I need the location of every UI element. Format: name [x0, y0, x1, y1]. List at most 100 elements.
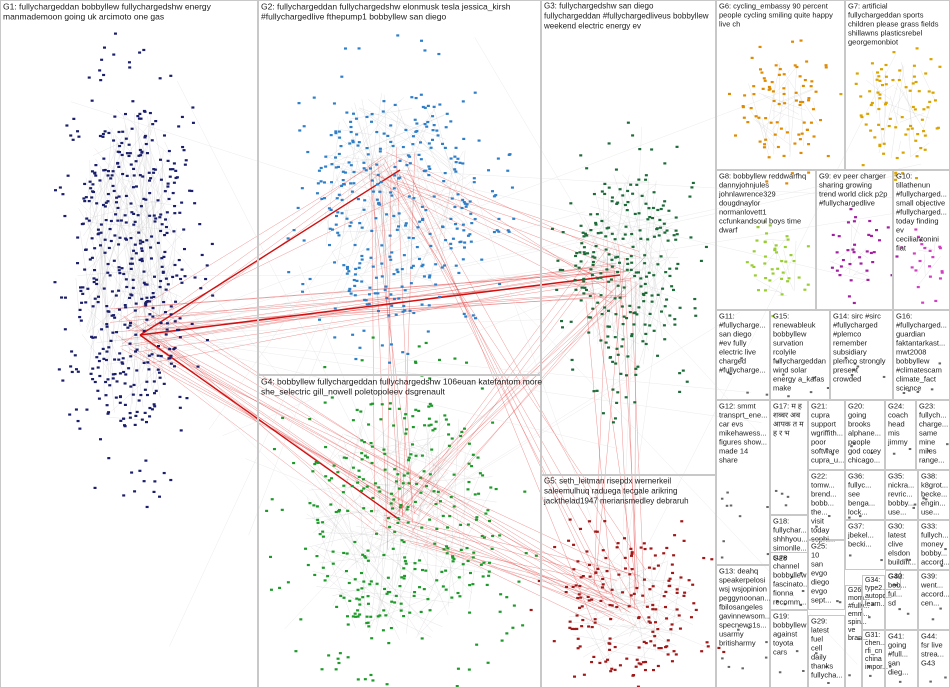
node [647, 620, 651, 623]
node [618, 664, 622, 667]
node [433, 427, 437, 430]
node [123, 425, 127, 428]
node [356, 609, 360, 612]
node [605, 268, 609, 271]
node [355, 408, 359, 412]
edge [590, 272, 638, 594]
node [621, 338, 625, 341]
node [379, 180, 383, 184]
node [481, 474, 485, 477]
group-label: G28 [773, 554, 787, 563]
edge [343, 433, 413, 464]
node [272, 447, 276, 451]
node [434, 502, 438, 506]
node [107, 411, 111, 414]
node [550, 227, 554, 230]
node [877, 75, 881, 78]
group-label: G43 [921, 659, 935, 668]
edge [137, 335, 157, 341]
node [365, 456, 369, 459]
edge [923, 253, 926, 276]
node [886, 226, 890, 229]
node [161, 271, 165, 274]
node [780, 293, 784, 296]
node [84, 301, 88, 304]
node [690, 186, 694, 189]
node [783, 603, 787, 606]
node [286, 581, 290, 584]
node [658, 218, 662, 222]
group-label: toyota [773, 639, 794, 648]
node [782, 87, 786, 90]
node [339, 144, 343, 148]
node [763, 220, 767, 223]
node [381, 629, 385, 632]
node [625, 209, 629, 212]
edge [351, 145, 394, 269]
node [360, 226, 364, 229]
edge [586, 624, 654, 648]
node [397, 407, 401, 410]
node [150, 353, 154, 356]
node [743, 94, 747, 97]
edge [117, 335, 382, 537]
edge [845, 248, 867, 271]
group-label: make [773, 384, 791, 393]
edge [324, 149, 433, 167]
node [564, 591, 568, 594]
node [663, 338, 667, 341]
node [603, 520, 607, 523]
node [462, 201, 466, 204]
node [164, 218, 168, 221]
node [110, 290, 114, 293]
node [664, 605, 668, 609]
node [898, 69, 902, 72]
node [144, 142, 148, 146]
node [362, 507, 366, 510]
edge [648, 236, 663, 338]
group-label: plemco strongly [833, 357, 886, 366]
node [776, 145, 780, 149]
node [99, 231, 103, 234]
node [137, 231, 141, 234]
node [385, 213, 389, 216]
node [179, 429, 183, 432]
node [316, 518, 320, 521]
group-label: subsidiary [833, 348, 867, 357]
node [356, 588, 360, 591]
node [171, 275, 175, 279]
node [766, 506, 769, 509]
edge [134, 275, 145, 289]
node [601, 577, 605, 581]
node [507, 230, 511, 233]
node [881, 127, 885, 131]
node [80, 301, 84, 304]
node [81, 292, 85, 295]
edge [91, 185, 126, 231]
node [131, 186, 135, 189]
node [579, 260, 583, 263]
node [446, 526, 450, 529]
node [145, 393, 149, 397]
node [334, 166, 338, 169]
node [53, 281, 57, 284]
node [451, 556, 455, 559]
node [71, 138, 75, 141]
node [422, 588, 426, 591]
node [605, 570, 609, 573]
node [467, 462, 471, 465]
node [353, 578, 357, 581]
node [807, 143, 811, 146]
edge [614, 274, 760, 434]
node [383, 452, 387, 455]
edge [139, 334, 752, 393]
node [634, 271, 638, 274]
edge [123, 114, 171, 157]
group-label: nickra... [888, 481, 914, 490]
node [134, 160, 138, 163]
node [464, 315, 468, 318]
edge [320, 572, 372, 613]
node [116, 206, 120, 210]
edge [747, 106, 777, 150]
node [643, 262, 647, 265]
